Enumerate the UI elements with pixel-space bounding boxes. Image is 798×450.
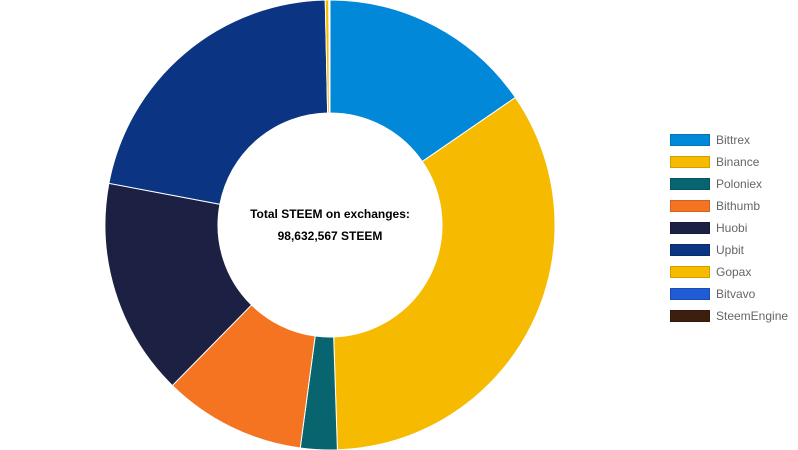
legend-label: SteemEngine (716, 309, 789, 323)
legend-item-binance[interactable]: Binance (670, 151, 788, 173)
legend-swatch (670, 222, 710, 234)
legend-item-upbit[interactable]: Upbit (670, 239, 788, 261)
legend-item-poloniex[interactable]: Poloniex (670, 173, 788, 195)
legend-item-bitvavo[interactable]: Bitvavo (670, 283, 788, 305)
slice-binance[interactable] (333, 96, 556, 450)
legend-swatch (670, 288, 710, 300)
legend-swatch (670, 200, 710, 212)
legend-item-bithumb[interactable]: Bithumb (670, 195, 788, 217)
legend-label: Bittrex (716, 133, 751, 147)
legend-label: Huobi (716, 221, 748, 235)
legend-label: Poloniex (716, 177, 763, 191)
legend-swatch (670, 134, 710, 146)
center-total-value: 98,632,567 STEEM (277, 229, 383, 243)
legend-item-gopax[interactable]: Gopax (670, 261, 788, 283)
legend-swatch (670, 156, 710, 168)
center-total-label: Total STEEM on exchanges: (250, 207, 410, 221)
legend-swatch (670, 178, 710, 190)
legend-item-huobi[interactable]: Huobi (670, 217, 788, 239)
chart-legend: Bittrex Binance Poloniex Bithumb Huobi Upbit G… (670, 129, 788, 327)
legend-label: Binance (716, 155, 760, 169)
legend-label: Bitvavo (716, 287, 756, 301)
legend-swatch (670, 244, 710, 256)
legend-label: Upbit (716, 243, 745, 257)
legend-label: Gopax (716, 265, 752, 279)
slice-upbit[interactable] (108, 0, 329, 205)
legend-item-bittrex[interactable]: Bittrex (670, 129, 788, 151)
legend-swatch (670, 310, 710, 322)
slice-huobi[interactable] (104, 182, 253, 387)
legend-label: Bithumb (716, 199, 761, 213)
donut-chart (104, 0, 556, 450)
slice-bittrex[interactable] (329, 0, 517, 163)
legend-item-steemengine[interactable]: SteemEngine (670, 305, 788, 327)
legend-swatch (670, 266, 710, 278)
